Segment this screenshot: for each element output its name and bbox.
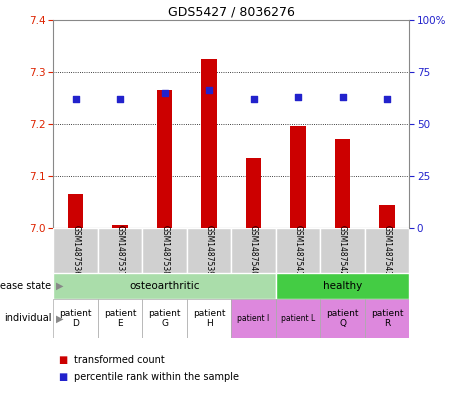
- Point: [339, 94, 346, 100]
- Bar: [276, 228, 320, 273]
- Point: [206, 87, 213, 94]
- Text: individual: individual: [4, 313, 51, 323]
- Text: GSM1487542: GSM1487542: [338, 225, 347, 276]
- Point: [383, 95, 391, 102]
- Bar: [142, 228, 187, 273]
- Bar: [335, 140, 350, 228]
- Text: healthy: healthy: [323, 281, 362, 291]
- Bar: [276, 299, 320, 338]
- Text: ■: ■: [58, 354, 67, 365]
- Bar: [246, 158, 261, 228]
- Bar: [53, 228, 98, 273]
- Bar: [379, 204, 395, 228]
- Bar: [157, 90, 173, 228]
- Bar: [187, 228, 232, 273]
- Text: patient
E: patient E: [104, 309, 136, 328]
- Text: GSM1487541: GSM1487541: [293, 225, 303, 276]
- Text: transformed count: transformed count: [74, 354, 165, 365]
- Text: ▶: ▶: [56, 281, 63, 291]
- Bar: [320, 299, 365, 338]
- Bar: [113, 225, 128, 228]
- Text: patient I: patient I: [238, 314, 270, 323]
- Point: [161, 90, 168, 96]
- Text: GSM1487537: GSM1487537: [116, 225, 125, 276]
- Text: patient
Q: patient Q: [326, 309, 359, 328]
- Text: osteoarthritic: osteoarthritic: [129, 281, 200, 291]
- Bar: [232, 299, 276, 338]
- Bar: [68, 194, 84, 228]
- Text: patient L: patient L: [281, 314, 315, 323]
- Text: patient
D: patient D: [60, 309, 92, 328]
- Bar: [142, 299, 187, 338]
- Bar: [365, 228, 409, 273]
- Text: GSM1487543: GSM1487543: [383, 225, 392, 276]
- Bar: [53, 273, 276, 299]
- Bar: [290, 127, 306, 228]
- Text: disease state: disease state: [0, 281, 51, 291]
- Point: [294, 94, 302, 100]
- Text: GSM1487536: GSM1487536: [71, 225, 80, 276]
- Bar: [201, 59, 217, 228]
- Bar: [98, 299, 142, 338]
- Text: ■: ■: [58, 372, 67, 382]
- Point: [72, 95, 80, 102]
- Title: GDS5427 / 8036276: GDS5427 / 8036276: [168, 6, 295, 18]
- Text: GSM1487538: GSM1487538: [160, 225, 169, 276]
- Text: GSM1487540: GSM1487540: [249, 225, 258, 276]
- Text: ▶: ▶: [56, 313, 63, 323]
- Bar: [98, 228, 142, 273]
- Text: GSM1487539: GSM1487539: [205, 225, 213, 276]
- Point: [250, 95, 257, 102]
- Text: patient
G: patient G: [148, 309, 181, 328]
- Bar: [232, 228, 276, 273]
- Bar: [187, 299, 232, 338]
- Bar: [53, 299, 98, 338]
- Bar: [365, 299, 409, 338]
- Text: percentile rank within the sample: percentile rank within the sample: [74, 372, 239, 382]
- Bar: [276, 273, 409, 299]
- Text: patient
R: patient R: [371, 309, 403, 328]
- Point: [116, 95, 124, 102]
- Text: patient
H: patient H: [193, 309, 226, 328]
- Bar: [320, 228, 365, 273]
